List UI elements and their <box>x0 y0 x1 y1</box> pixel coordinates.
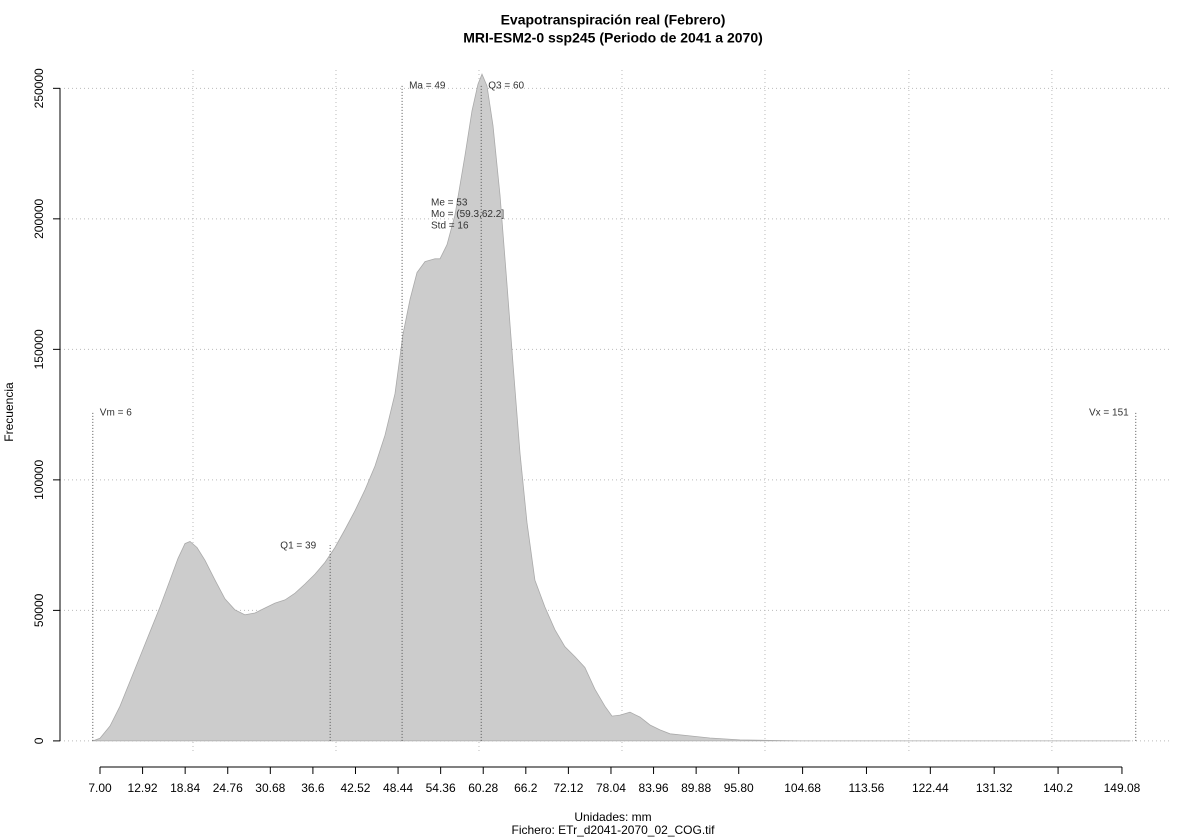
x-tick-label: 104.68 <box>784 781 821 795</box>
stat-label: Std = 16 <box>431 221 469 232</box>
x-tick-label: 113.56 <box>849 781 885 795</box>
y-tick-label: 0 <box>32 737 46 744</box>
y-tick-label: 200000 <box>32 198 46 238</box>
y-axis-label: Frecuencia <box>2 382 16 442</box>
x-tick-label: 18.84 <box>170 781 200 795</box>
annotation-label: Vm = 6 <box>100 408 132 419</box>
x-tick-label: 48.44 <box>383 781 413 795</box>
x-tick-label: 36.6 <box>301 781 325 795</box>
x-tick-label: 24.76 <box>213 781 243 795</box>
density-area <box>92 73 1131 742</box>
x-tick-label: 149.08 <box>1104 781 1141 795</box>
x-tick-label: 83.96 <box>639 781 669 795</box>
x-tick-label: 7.00 <box>88 781 112 795</box>
x-tick-label: 89.88 <box>681 781 711 795</box>
annotation-label: Ma = 49 <box>409 81 446 92</box>
chart-subtitle: MRI-ESM2-0 ssp245 (Periodo de 2041 a 207… <box>463 30 763 46</box>
annotation-label: Vx = 151 <box>1089 408 1129 419</box>
x-axis-label: Unidades: mm <box>574 810 651 824</box>
y-tick-label: 250000 <box>32 68 46 108</box>
x-tick-label: 60.28 <box>468 781 498 795</box>
x-tick-label: 12.92 <box>128 781 158 795</box>
x-tick-label: 42.52 <box>340 781 370 795</box>
stat-label: Mo = (59.3,62.2] <box>431 209 504 220</box>
x-tick-label: 72.12 <box>553 781 583 795</box>
x-tick-label: 54.36 <box>426 781 456 795</box>
x-tick-label: 78.04 <box>596 781 626 795</box>
annotation-label: Q3 = 60 <box>488 81 524 92</box>
annotation-label: Q1 = 39 <box>280 541 316 552</box>
x-tick-label: 140.2 <box>1043 781 1073 795</box>
x-tick-label: 131.32 <box>976 781 1013 795</box>
y-tick-label: 150000 <box>32 329 46 369</box>
caption: Fichero: ETr_d2041-2070_02_COG.tif <box>512 823 716 837</box>
x-tick-label: 30.68 <box>255 781 285 795</box>
y-tick-label: 100000 <box>32 460 46 500</box>
x-tick-label: 95.80 <box>724 781 754 795</box>
y-tick-label: 50000 <box>32 593 46 627</box>
x-tick-label: 66.2 <box>514 781 538 795</box>
stat-label: Me = 53 <box>431 198 468 209</box>
chart-title: Evapotranspiración real (Febrero) <box>501 12 726 28</box>
x-tick-label: 122.44 <box>912 781 949 795</box>
